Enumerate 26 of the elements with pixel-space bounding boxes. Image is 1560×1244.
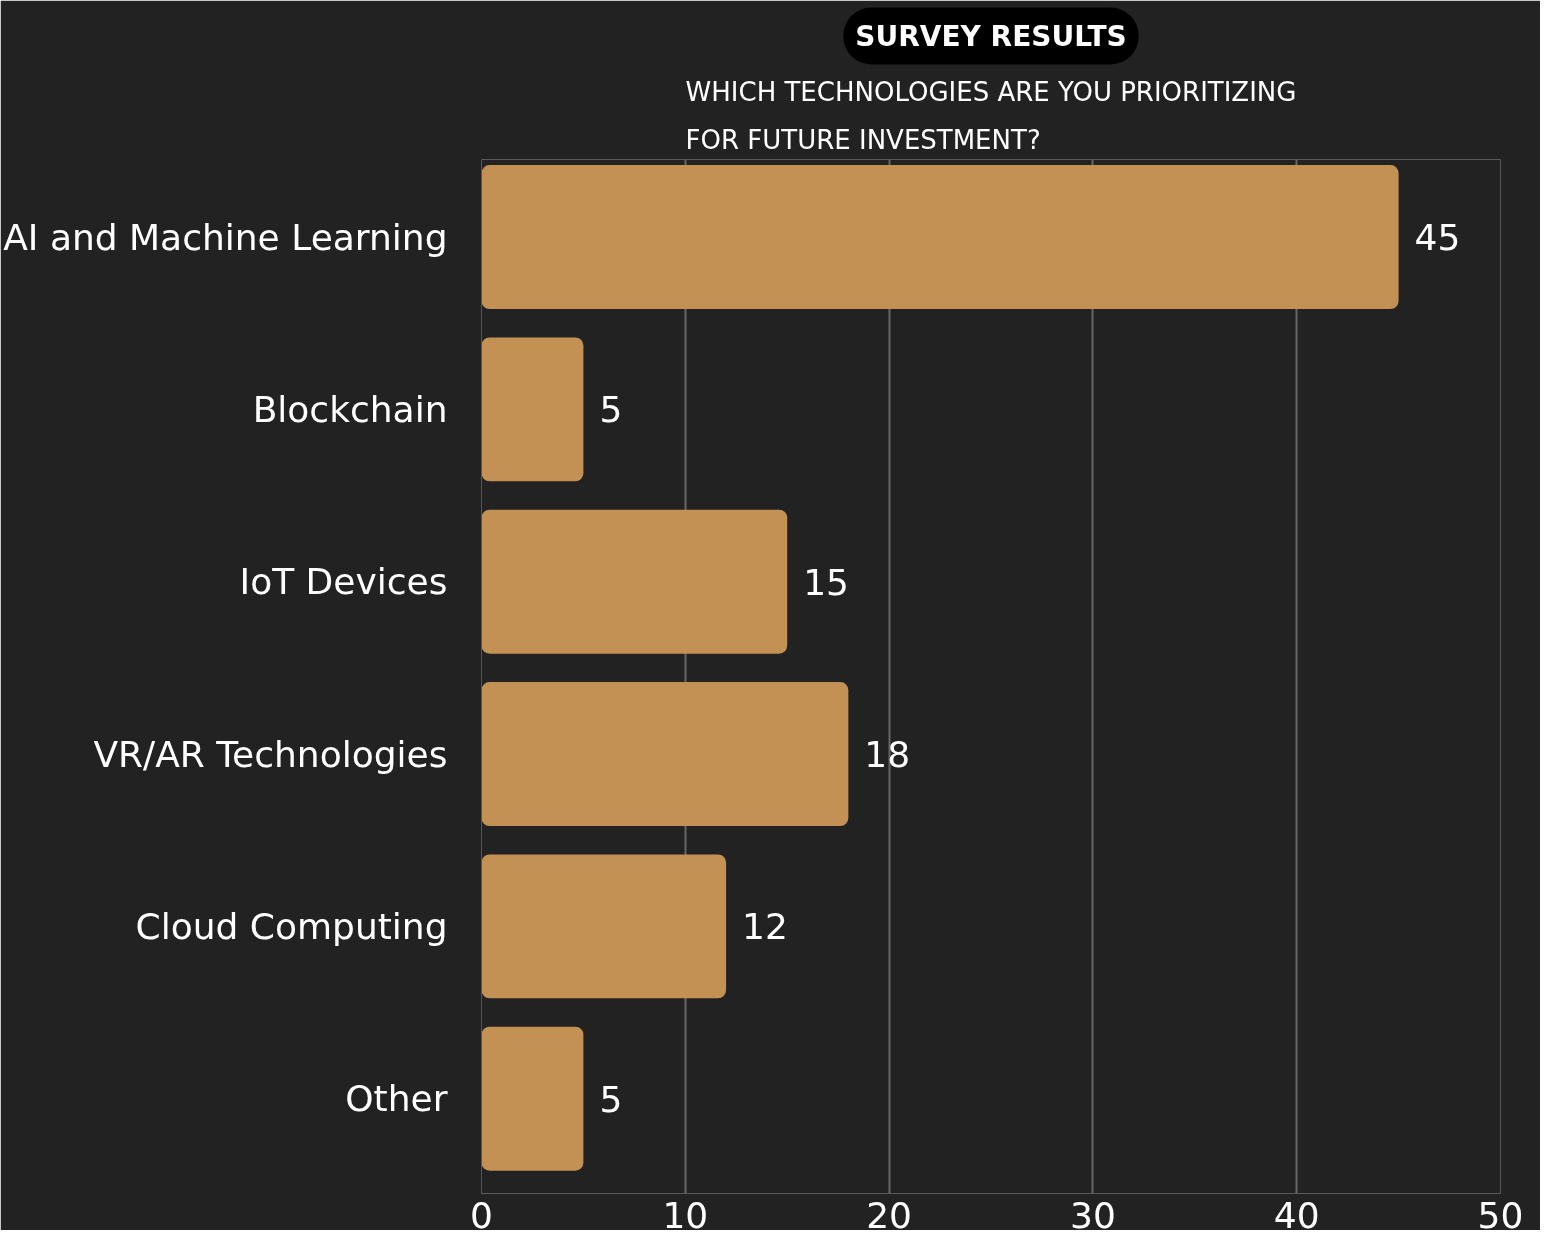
x-tick-label: 30 bbox=[1070, 1194, 1116, 1236]
x-tick-label: 10 bbox=[662, 1194, 709, 1236]
y-tick-label: Cloud Computing bbox=[135, 905, 448, 947]
bar bbox=[481, 682, 849, 826]
bar bbox=[481, 337, 584, 482]
data-label: 12 bbox=[742, 906, 788, 948]
data-label: 18 bbox=[864, 734, 911, 776]
chart-title: SURVEY RESULTS bbox=[855, 19, 1127, 53]
bar bbox=[481, 854, 727, 999]
bar bbox=[481, 165, 1399, 309]
y-tick-label: VR/AR Technologies bbox=[93, 733, 448, 775]
x-tick-label: 20 bbox=[866, 1194, 913, 1236]
bar bbox=[481, 509, 788, 654]
y-tick-label: AI and Machine Learning bbox=[3, 216, 448, 258]
y-tick-label: IoT Devices bbox=[239, 561, 448, 603]
bar bbox=[481, 1026, 584, 1171]
chart-subtitle: WHICH TECHNOLOGIES ARE YOU PRIORITIZING FOR FUTURE INVESTMENT? bbox=[685, 76, 1297, 155]
x-tick-label: 50 bbox=[1477, 1194, 1524, 1236]
data-label: 5 bbox=[599, 389, 623, 431]
data-label: 15 bbox=[803, 561, 850, 603]
data-label: 5 bbox=[599, 1078, 623, 1120]
x-tick-label: 0 bbox=[470, 1194, 493, 1236]
y-tick-label: Blockchain bbox=[252, 388, 448, 430]
y-tick-label: Other bbox=[345, 1078, 448, 1120]
x-tick-label: 40 bbox=[1273, 1194, 1320, 1236]
data-label: 45 bbox=[1414, 217, 1461, 259]
